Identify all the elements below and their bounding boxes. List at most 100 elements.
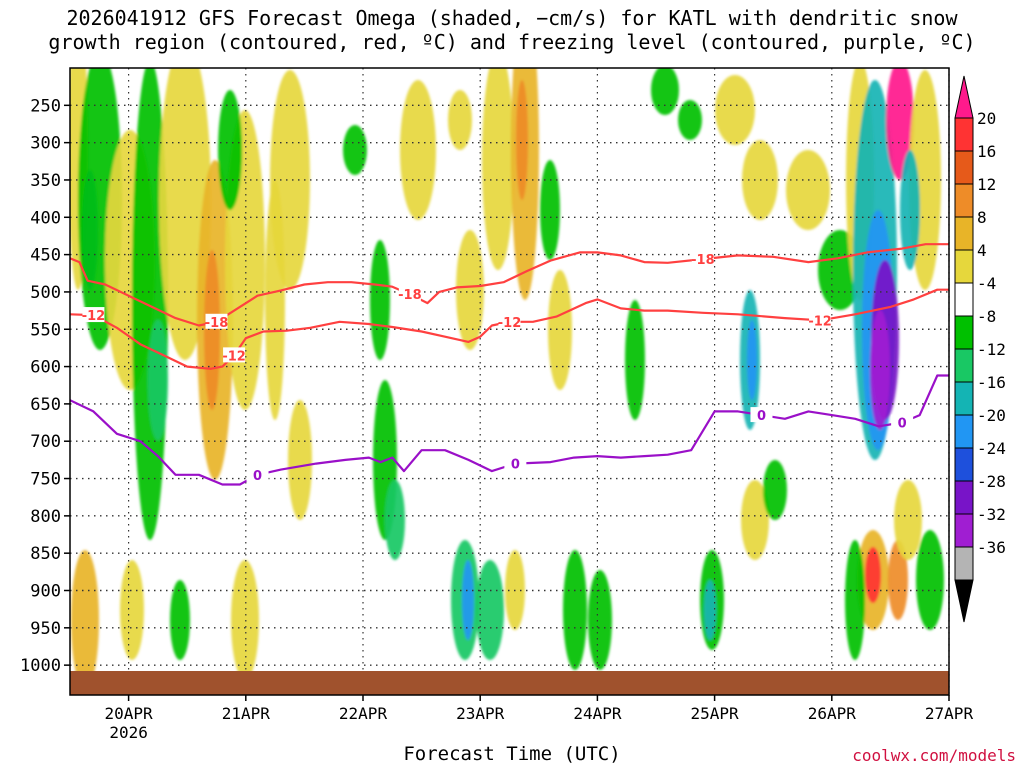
colorbar-box	[954, 150, 974, 185]
contour-label-bg	[398, 286, 421, 302]
colorbar-box	[954, 546, 974, 581]
contour-line-0C	[70, 374, 949, 486]
x-tick-label-26APR: 26APR	[808, 704, 857, 723]
colorbar-box	[954, 117, 974, 152]
colorbar-box	[954, 414, 974, 449]
contour-label-0C: 0	[898, 417, 907, 432]
plot-frame	[69, 67, 950, 696]
omega-blob	[651, 68, 679, 115]
omega-blob	[900, 150, 920, 270]
colorbar-box	[954, 282, 974, 317]
omega-blob	[548, 270, 572, 390]
ground-surface	[70, 671, 949, 695]
colorbar-label: 12	[977, 175, 996, 194]
contours: -18 -18 -18 -12 -12 -12 -12 0 0 0 0	[70, 243, 949, 486]
x-tick-label-27APR: 27APR	[925, 704, 974, 723]
omega-blob	[476, 560, 504, 660]
axes: 250 300 350 400 450 500 550 600 650 700 750 800 850 9…	[20, 96, 973, 742]
colorbar-label: -20	[977, 406, 1006, 425]
colorbar-label: 8	[977, 208, 987, 227]
contour-label-0C: 0	[757, 409, 766, 424]
omega-blob	[888, 540, 908, 620]
y-tick-label-1000: 1000	[20, 656, 61, 676]
y-tick-label-650: 650	[30, 395, 61, 415]
contour-label-bg	[498, 313, 521, 329]
colorbar-box	[954, 183, 974, 218]
omega-blob	[385, 480, 405, 560]
colorbar-label: -16	[977, 373, 1006, 392]
colorbar-bottom-arrow	[954, 579, 974, 623]
contour-label-bg	[504, 455, 527, 471]
omega-blob	[894, 480, 922, 560]
omega-blob	[704, 580, 716, 640]
omega-blob	[625, 300, 645, 420]
x-year-label: 2026	[109, 723, 148, 742]
contour-label-bg	[205, 313, 228, 329]
omega-blob	[204, 250, 220, 410]
colorbar-label: -36	[977, 538, 1006, 557]
omega-blob	[148, 320, 168, 440]
y-tick-label-950: 950	[30, 619, 61, 639]
colorbar-label: -4	[977, 274, 996, 293]
omega-blob	[763, 460, 787, 520]
contour-label--12C: -12	[82, 309, 106, 324]
omega-blob	[588, 570, 612, 670]
colorbar-label: 20	[977, 109, 996, 128]
omega-blob	[370, 240, 390, 360]
contour-label-bg	[809, 312, 832, 328]
chart-title-line-2: growth region (contoured, red, ºC) and f…	[48, 30, 976, 54]
chart-title-line-1: 2026041912 GFS Forecast Omega (shaded, −…	[66, 6, 958, 30]
contour-label-bg	[223, 347, 246, 363]
colorbar-box	[954, 249, 974, 284]
y-tick-label-250: 250	[30, 96, 61, 116]
y-tick-label-700: 700	[30, 432, 61, 452]
x-tick-label-24APR: 24APR	[573, 704, 622, 723]
omega-blob	[265, 180, 285, 420]
omega-blob	[482, 68, 514, 270]
contour-line--18C	[70, 243, 949, 327]
colorbar-box	[954, 480, 974, 515]
contour-label--18C: -18	[205, 316, 229, 331]
gridlines	[70, 68, 950, 695]
credit-text: coolwx.com/models	[852, 746, 1016, 765]
omega-blob	[715, 75, 755, 145]
contour-label--12C: -12	[808, 314, 832, 329]
x-tick-label-22APR: 22APR	[339, 704, 388, 723]
x-axis-label: Forecast Time (UTC)	[403, 743, 621, 765]
omega-shading	[70, 68, 944, 690]
y-tick-label-750: 750	[30, 470, 61, 490]
contour-label-bg	[246, 466, 269, 482]
colorbar: 20 16 12 8 4 -4 -8 -12 -16 -20 -24 -28 -32 -36	[954, 75, 1006, 623]
contour-label--12C: -12	[498, 316, 522, 331]
colorbar-top-arrow	[954, 75, 974, 119]
contour-label-bg	[750, 407, 773, 423]
omega-blob	[231, 560, 259, 680]
contour-label--12C: -12	[222, 349, 246, 364]
x-tick-label-21APR: 21APR	[222, 704, 271, 723]
omega-blob	[916, 530, 944, 630]
colorbar-label: -24	[977, 439, 1006, 458]
y-tick-label-850: 850	[30, 544, 61, 564]
colorbar-label: 4	[977, 241, 987, 260]
contour-label-bg	[691, 251, 714, 267]
omega-fill-group	[70, 68, 944, 690]
y-tick-label-550: 550	[30, 320, 61, 340]
omega-blob	[120, 560, 144, 660]
colorbar-label: -32	[977, 505, 1006, 524]
omega-blob	[886, 68, 914, 180]
contour-label-bg	[891, 414, 914, 430]
colorbar-box	[954, 447, 974, 482]
contour-line--12C	[70, 288, 949, 370]
omega-blob	[845, 540, 865, 660]
x-tick-label-23APR: 23APR	[456, 704, 505, 723]
y-tick-label-600: 600	[30, 358, 61, 378]
omega-blob	[288, 400, 312, 520]
x-tick-label-25APR: 25APR	[691, 704, 740, 723]
omega-blob	[462, 560, 474, 640]
omega-blob	[741, 480, 769, 560]
omega-blob	[747, 320, 757, 400]
contour-label-0C: 0	[253, 469, 262, 484]
x-tick-label-20APR: 20APR	[105, 704, 154, 723]
omega-blob	[456, 230, 484, 350]
